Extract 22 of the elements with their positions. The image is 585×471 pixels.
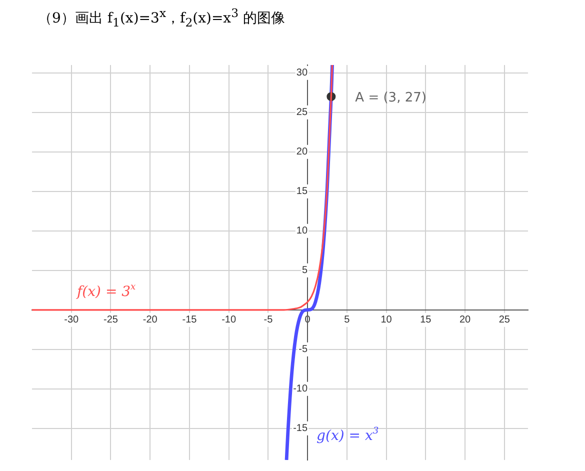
x-tick-label: -15 xyxy=(182,314,198,326)
x-tick-label: -10 xyxy=(222,314,236,326)
x-tick-label: 20 xyxy=(459,314,472,326)
x-tick-label: -25 xyxy=(104,314,118,326)
chart-title: （9）画出 f$_{1}$(x)=3$^{x}$，f$_{2}$(x)=x$^{3}$ 的图像 xyxy=(38,6,285,30)
y-tick-label: -10 xyxy=(293,384,308,395)
y-tick-label: -15 xyxy=(293,423,308,434)
x-tick-label: 5 xyxy=(344,314,350,326)
x-tick-label: 15 xyxy=(420,314,432,326)
y-tick-label: 25 xyxy=(296,107,308,118)
y-tick-label: 5 xyxy=(302,265,308,276)
x-tick-label: -20 xyxy=(142,314,158,326)
annotation: A = (3, 27) xyxy=(355,90,426,106)
y-tick-label: -5 xyxy=(298,344,308,356)
x-tick-label: -30 xyxy=(64,314,80,326)
y-tick-label: 15 xyxy=(296,186,308,198)
x-tick-label: 10 xyxy=(380,314,392,326)
y-tick-label: 10 xyxy=(296,226,308,237)
x-tick-label: -5 xyxy=(264,314,274,326)
y-tick-label: 20 xyxy=(296,146,308,158)
x-tick-label: 25 xyxy=(498,314,510,326)
y-tick-label: 30 xyxy=(296,68,308,79)
